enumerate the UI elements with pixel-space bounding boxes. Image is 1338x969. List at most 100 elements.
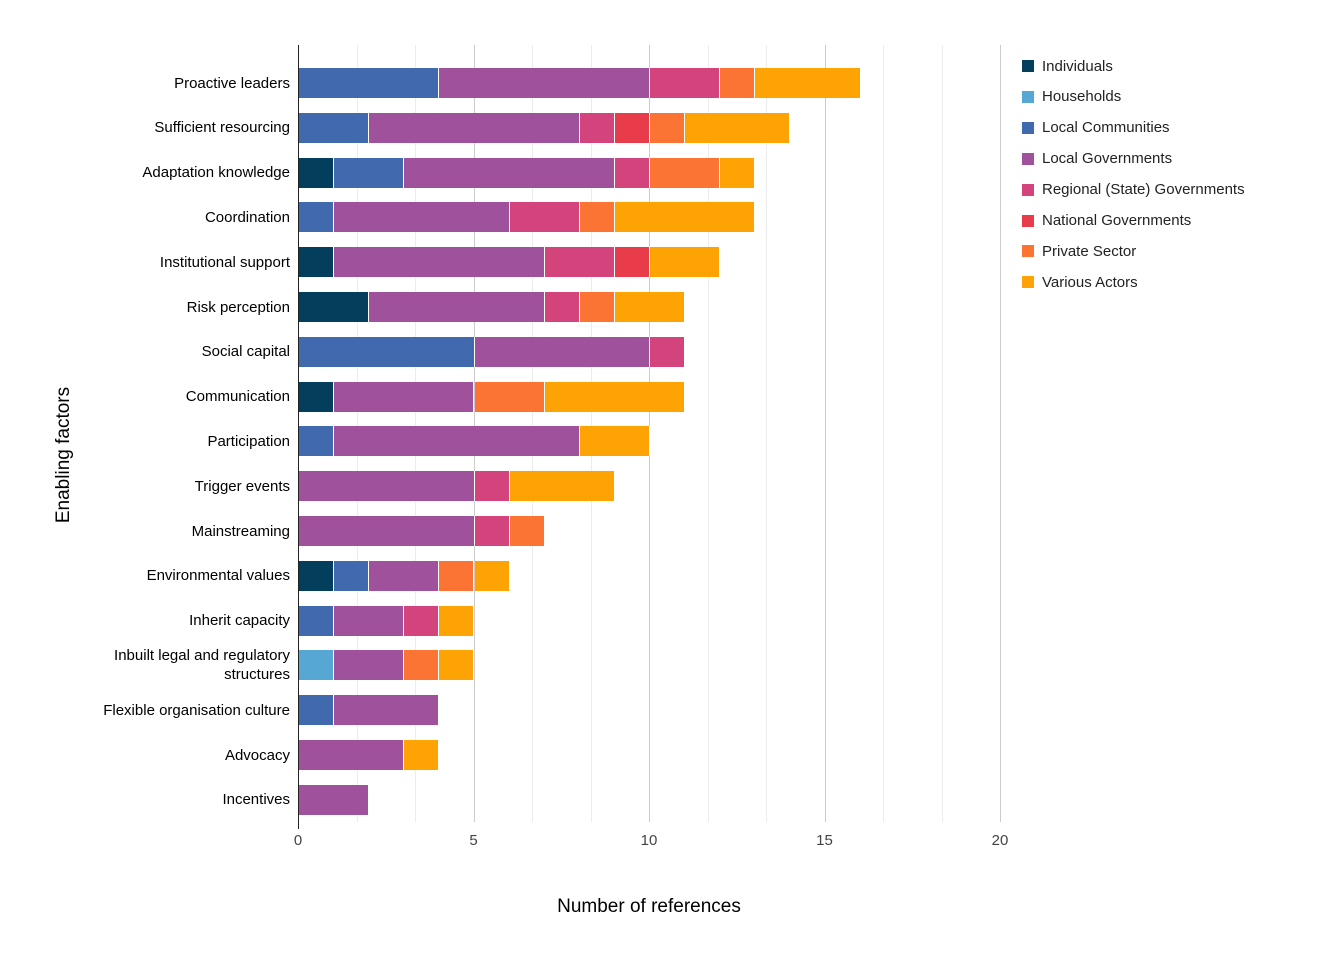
bar-segment-local-communities — [299, 68, 440, 98]
legend-label: National Governments — [1042, 212, 1192, 229]
bar-segment-local-governments — [299, 784, 370, 815]
category-label: Risk perception — [186, 298, 290, 316]
bar-segment-various-actors — [439, 650, 475, 681]
legend-swatch-icon — [1022, 152, 1034, 165]
category-label: Social capital — [201, 343, 290, 361]
bar-segment-various-actors — [439, 605, 475, 636]
bar-row — [299, 112, 1001, 143]
bar-row — [299, 695, 1001, 726]
bar-segment-regional-state-governments — [579, 112, 615, 143]
bar-segment-local-governments — [439, 68, 650, 98]
legend-label: Households — [1042, 88, 1122, 106]
bar-row — [299, 516, 1001, 546]
bar-segment-various-actors — [404, 740, 440, 770]
bar-row — [299, 740, 1001, 770]
bar-segment-local-governments — [404, 157, 615, 188]
x-tick-label: 20 — [991, 832, 1009, 849]
bar-segment-local-governments — [334, 605, 405, 636]
bar-segment-local-governments — [299, 471, 475, 502]
bar-row — [299, 784, 1001, 815]
bar-segment-households — [299, 650, 335, 681]
legend-swatch-icon — [1022, 245, 1034, 258]
major-gridline — [824, 45, 826, 822]
x-tick-label: 10 — [640, 832, 658, 849]
legend-item: Local Communities — [1022, 118, 1170, 138]
x-axis-title: Number of references — [557, 896, 741, 917]
bar-segment-regional-state-governments — [474, 516, 510, 546]
bar-segment-local-communities — [334, 560, 370, 591]
bar-segment-private-sector — [720, 68, 756, 98]
bar-row — [299, 605, 1001, 636]
bar-segment-private-sector — [509, 516, 545, 546]
bar-row — [299, 157, 1001, 188]
minor-gridline — [941, 45, 943, 822]
bar-segment-various-actors — [579, 426, 650, 457]
bar-segment-various-actors — [755, 68, 861, 98]
bar-segment-local-governments — [334, 202, 510, 233]
bar-segment-local-communities — [334, 157, 405, 188]
major-gridline — [1000, 45, 1001, 822]
bar-segment-various-actors — [720, 157, 756, 188]
bar-segment-individuals — [299, 247, 335, 278]
bar-segment-various-actors — [685, 112, 791, 143]
category-label: Flexible organisation culture — [103, 701, 290, 719]
bar-segment-regional-state-governments — [614, 157, 650, 188]
zero-tick-mark — [298, 822, 299, 829]
bar-row — [299, 202, 1001, 233]
bar-row — [299, 292, 1001, 322]
category-label: Mainstreaming — [191, 522, 290, 540]
bar-segment-various-actors — [509, 471, 615, 502]
legend-label: Local Governments — [1042, 150, 1173, 168]
legend-item: Regional (State) Governments — [1022, 180, 1245, 200]
bar-segment-private-sector — [650, 157, 721, 188]
bar-segment-various-actors — [614, 292, 686, 322]
bar-segment-individuals — [299, 292, 370, 322]
bar-segment-private-sector — [579, 202, 615, 233]
bar-segment-local-governments — [334, 381, 475, 412]
bar-segment-local-communities — [299, 202, 335, 233]
bar-segment-local-communities — [299, 112, 370, 143]
x-tick-label: 5 — [469, 832, 478, 849]
category-label: Coordination — [204, 208, 290, 226]
bar-segment-local-governments — [369, 560, 440, 591]
legend-item: Local Governments — [1022, 149, 1172, 169]
category-label: Institutional support — [159, 253, 290, 271]
x-axis-baseline — [298, 45, 299, 822]
bar-segment-local-communities — [299, 426, 335, 457]
minor-gridline — [707, 45, 709, 822]
bar-segment-local-governments — [334, 650, 405, 681]
bar-segment-local-governments — [369, 292, 545, 322]
bar-segment-local-governments — [334, 247, 545, 278]
bar-segment-regional-state-governments — [650, 68, 721, 98]
bar-segment-individuals — [299, 560, 335, 591]
legend-label: Private Sector — [1042, 242, 1137, 260]
bar-segment-local-governments — [334, 695, 440, 726]
bar-segment-private-sector — [579, 292, 615, 322]
bar-segment-private-sector — [650, 112, 686, 143]
legend-item: National Governments — [1022, 211, 1191, 231]
bar-segment-local-communities — [299, 605, 335, 636]
legend-swatch-icon — [1022, 90, 1034, 103]
bar-row — [299, 426, 1001, 457]
legend-swatch-icon — [1022, 183, 1034, 196]
category-label: Participation — [207, 432, 290, 450]
bar-row — [299, 650, 1001, 681]
bar-row — [299, 471, 1001, 502]
bar-segment-local-communities — [299, 336, 475, 367]
category-label: Advocacy — [224, 746, 290, 764]
bar-row — [299, 68, 1001, 98]
minor-gridline — [883, 45, 884, 822]
bar-segment-various-actors — [614, 202, 756, 233]
category-label: Inherit capacity — [189, 612, 290, 630]
bar-segment-private-sector — [404, 650, 440, 681]
legend-swatch-icon — [1022, 121, 1034, 134]
bar-segment-local-governments — [299, 516, 475, 546]
bar-row — [299, 247, 1001, 278]
bar-segment-national-governments — [614, 112, 650, 143]
bar-segment-individuals — [299, 157, 335, 188]
category-label: Trigger events — [194, 477, 290, 495]
bar-segment-local-communities — [299, 695, 335, 726]
legend-label: Various Actors — [1042, 273, 1138, 291]
bar-segment-various-actors — [544, 381, 686, 412]
bar-segment-regional-state-governments — [544, 292, 580, 322]
